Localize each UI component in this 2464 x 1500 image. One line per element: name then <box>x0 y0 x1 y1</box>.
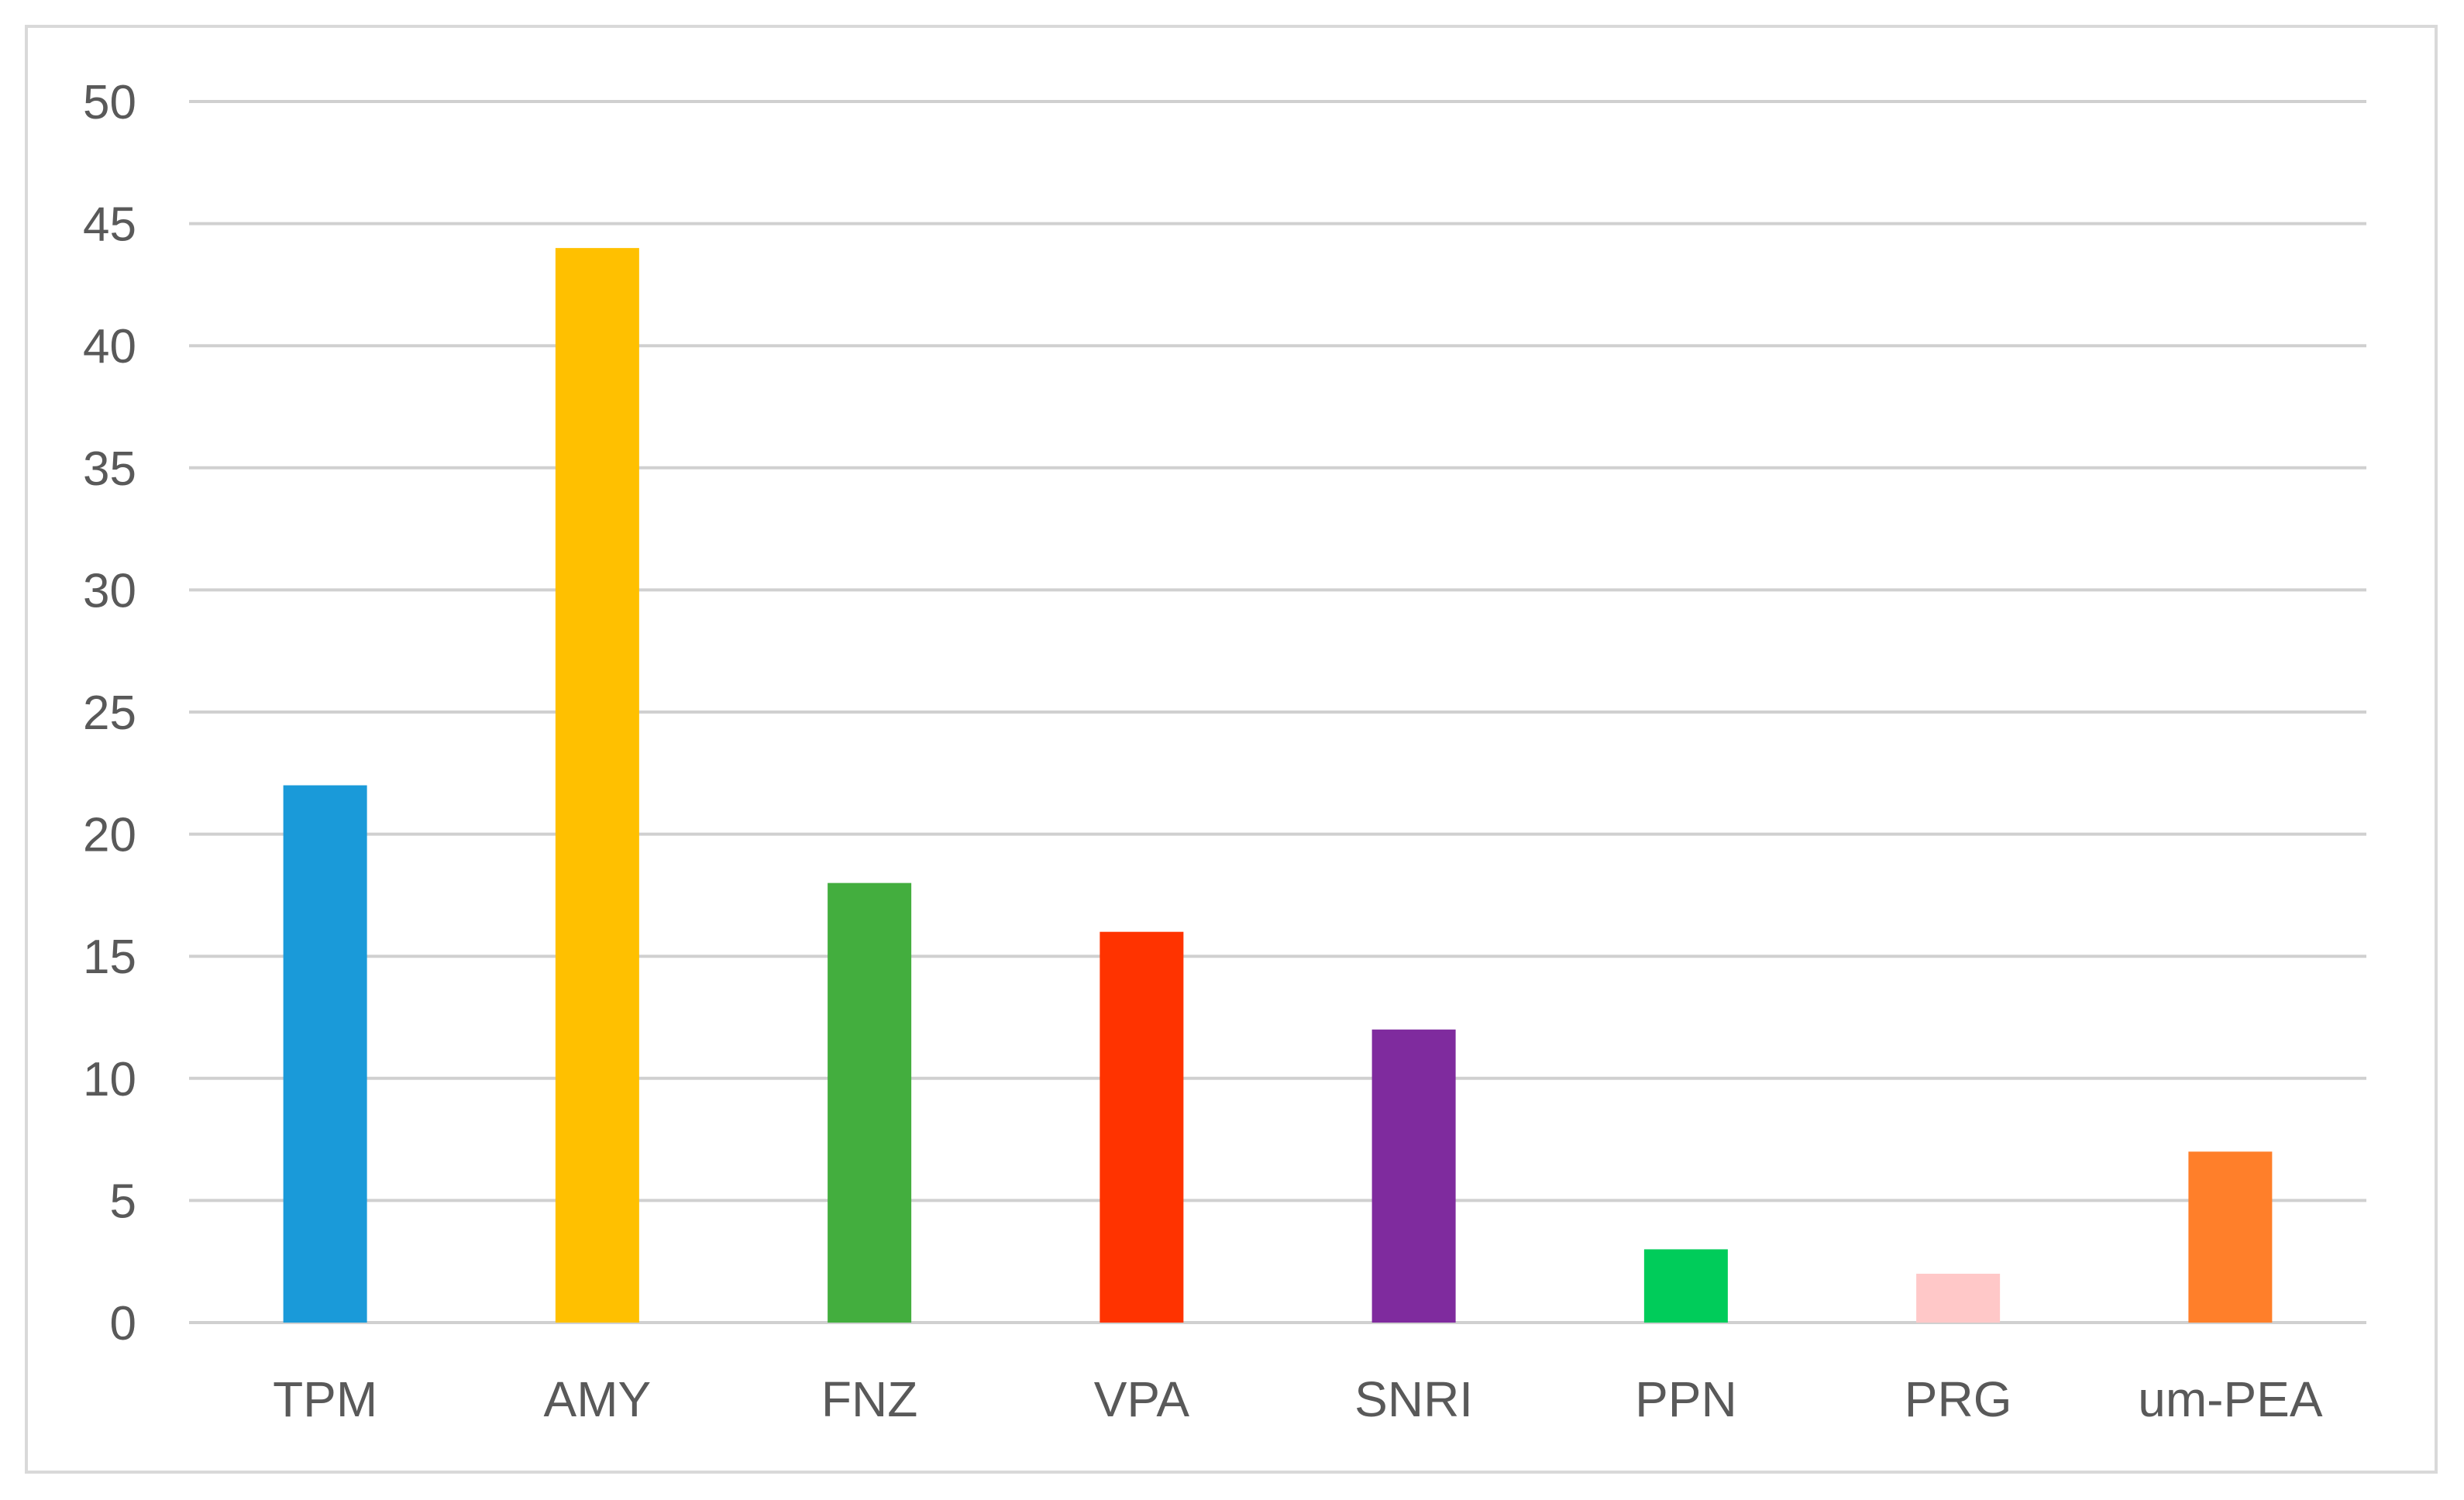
y-tick-label: 5 <box>110 1175 136 1228</box>
y-tick-label: 20 <box>83 809 136 862</box>
x-category-label: VPA <box>1094 1371 1190 1427</box>
bar-tpm <box>283 785 367 1323</box>
y-tick-label: 0 <box>110 1297 136 1350</box>
y-tick-label: 15 <box>83 931 136 984</box>
x-category-label: PRG <box>1905 1371 2012 1427</box>
bar-snri <box>1371 1029 1456 1323</box>
bar-vpa <box>1100 931 1184 1323</box>
x-category-label: SNRI <box>1354 1371 1473 1427</box>
y-tick-label: 30 <box>83 564 136 618</box>
x-category-label: PPN <box>1635 1371 1737 1427</box>
gridlines <box>189 100 2366 1324</box>
y-tick-label: 40 <box>83 320 136 373</box>
y-tick-label: 25 <box>83 686 136 740</box>
y-tick-label: 50 <box>83 76 136 129</box>
bar-ppn <box>1643 1249 1728 1323</box>
y-tick-label: 45 <box>83 198 136 252</box>
y-axis-tick-labels: 0 5 10 15 20 25 30 35 40 45 50 <box>83 76 136 1350</box>
x-category-label: um-PEA <box>2138 1371 2323 1427</box>
chart-frame: 0 5 10 15 20 25 30 35 40 45 50 TPM AMY FNZ VPA SNRI PPN… <box>25 25 2438 1474</box>
x-category-label: AMY <box>544 1371 652 1427</box>
x-category-label: FNZ <box>821 1371 917 1427</box>
bar-amy <box>555 248 639 1323</box>
bar-um-pea <box>2188 1151 2273 1323</box>
bars <box>283 248 2273 1323</box>
bar-fnz <box>828 882 912 1323</box>
x-axis-category-labels: TPM AMY FNZ VPA SNRI PPN PRG um-PEA <box>273 1371 2323 1427</box>
y-tick-label: 35 <box>83 442 136 496</box>
bar-prg <box>1916 1273 2001 1323</box>
bar-chart: 0 5 10 15 20 25 30 35 40 45 50 TPM AMY FNZ VPA SNRI PPN… <box>83 76 2366 1427</box>
y-tick-label: 10 <box>83 1053 136 1106</box>
x-category-label: TPM <box>273 1371 377 1427</box>
